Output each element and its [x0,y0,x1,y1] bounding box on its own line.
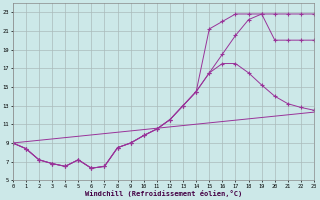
X-axis label: Windchill (Refroidissement éolien,°C): Windchill (Refroidissement éolien,°C) [85,190,242,197]
